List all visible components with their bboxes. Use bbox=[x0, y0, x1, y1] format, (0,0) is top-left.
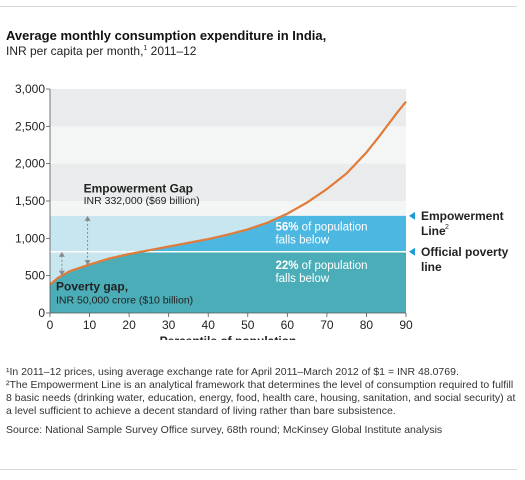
empowerment-line-footnote-marker: 2 bbox=[445, 224, 449, 231]
footnote-1: ¹In 2011–12 prices, using average exchan… bbox=[6, 366, 459, 378]
chart-subtitle: INR per capita per month,1 2011–12 bbox=[6, 44, 196, 58]
x-tick-label: 50 bbox=[241, 318, 255, 332]
x-tick-label: 20 bbox=[122, 318, 136, 332]
pct-56-label: 56% of population bbox=[275, 221, 367, 233]
y-tick-label: 1,500 bbox=[15, 194, 45, 208]
y-tick-label: 1,000 bbox=[15, 231, 45, 245]
consumption-chart: 0 500 1,000 1,500 2,000 2,500 3,000 0 10 20 30 40 50… bbox=[15, 82, 509, 340]
pct-56-label-text: of population bbox=[298, 221, 367, 233]
y-tick-label: 3,000 bbox=[15, 82, 45, 96]
chart-title: Average monthly consumption expenditure … bbox=[6, 28, 327, 43]
empowerment-gap-value: INR 332,000 ($69 billion) bbox=[84, 195, 200, 207]
poverty-gap-arrow-head-top bbox=[58, 251, 65, 257]
x-tick-label: 10 bbox=[83, 318, 97, 332]
pct-56-falls-below: falls below bbox=[275, 235, 329, 247]
empowerment-gap-title: Empowerment Gap bbox=[84, 181, 193, 195]
footnote-2: ²The Empowerment Line is an analytical f… bbox=[6, 379, 516, 417]
pct-22-falls-below: falls below bbox=[275, 273, 329, 285]
x-tick-label: 0 bbox=[47, 318, 54, 332]
grid-band bbox=[50, 89, 406, 127]
y-tick-label: 0 bbox=[38, 306, 45, 320]
y-tick-label: 2,500 bbox=[15, 119, 45, 133]
pct-22-label: 22% of population bbox=[275, 260, 367, 272]
x-tick-label: 80 bbox=[360, 318, 374, 332]
y-tick-label: 500 bbox=[25, 269, 45, 283]
x-tick-label: 40 bbox=[202, 318, 216, 332]
poverty-gap-arrow-head-bottom bbox=[58, 270, 65, 276]
bottom-divider bbox=[0, 469, 517, 470]
grid-band bbox=[50, 163, 406, 201]
area-below-poverty-line bbox=[50, 251, 406, 313]
empowerment-gap-arrow-head-top bbox=[84, 215, 91, 221]
empowerment-gap-arrow-head-bottom bbox=[84, 260, 91, 266]
empowerment-line-marker bbox=[409, 211, 415, 220]
poverty-gap-value: INR 50,000 crore ($10 billion) bbox=[56, 295, 193, 307]
poverty-line-marker bbox=[409, 247, 415, 256]
x-tick-label: 90 bbox=[399, 318, 413, 332]
x-tick-label: 70 bbox=[320, 318, 334, 332]
poverty-line-label-2: line bbox=[421, 260, 442, 274]
y-tick-label: 2,000 bbox=[15, 157, 45, 171]
pct-56-label-pct: 56% bbox=[275, 221, 298, 233]
x-axis-label: Percentile of population bbox=[160, 334, 297, 340]
grid-band bbox=[50, 126, 406, 164]
subtitle-text: INR per capita per month, bbox=[6, 44, 144, 58]
source-note: Source: National Sample Survey Office su… bbox=[6, 424, 443, 436]
subtitle-years: 2011–12 bbox=[147, 44, 197, 58]
consumption-curve bbox=[49, 100, 407, 286]
empowerment-line-label-2: Line bbox=[421, 224, 446, 238]
pct-22-label-text: of population bbox=[298, 260, 367, 272]
empowerment-line-label: Empowerment bbox=[421, 209, 504, 223]
x-tick-label: 30 bbox=[162, 318, 176, 332]
x-tick-label: 60 bbox=[281, 318, 295, 332]
poverty-gap-title: Poverty gap, bbox=[56, 280, 128, 294]
pct-22-label-pct: 22% bbox=[275, 260, 298, 272]
poverty-line-label: Official poverty bbox=[421, 245, 509, 259]
top-divider bbox=[0, 6, 517, 7]
footnotes: ¹In 2011–12 prices, using average exchan… bbox=[6, 366, 516, 437]
subtitle-footnote-marker: 1 bbox=[143, 45, 148, 52]
